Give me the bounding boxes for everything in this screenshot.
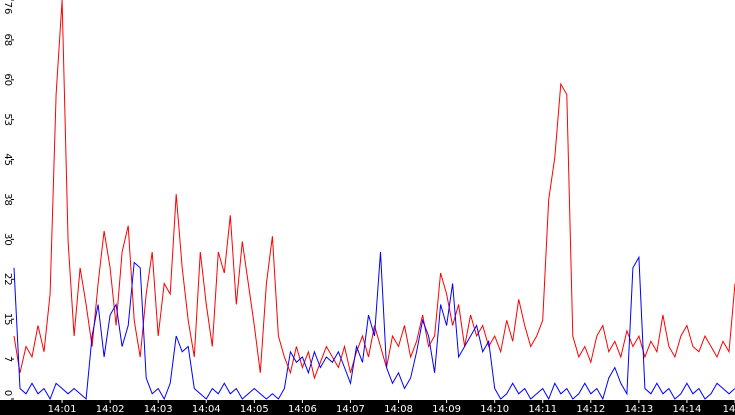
x-tick-label: 14:04 xyxy=(192,404,221,415)
x-axis-bar xyxy=(0,400,735,415)
y-tick-label: 7 xyxy=(2,356,13,362)
x-tick-label: 14:10 xyxy=(480,404,509,415)
x-tick-label: 14:06 xyxy=(288,404,317,415)
x-tick-label: 14:09 xyxy=(432,404,461,415)
x-tick-label: 14:01 xyxy=(48,404,77,415)
x-tick-label: 14:14 xyxy=(673,404,702,415)
y-tick-label: 76 xyxy=(2,2,13,15)
x-tick-label: 14:11 xyxy=(528,404,557,415)
x-tick-label: 14:13 xyxy=(624,404,653,415)
x-tick-label: 14:08 xyxy=(384,404,413,415)
x-tick-label: 14 xyxy=(723,404,735,415)
y-tick-label: 60 xyxy=(2,73,13,86)
x-tick-label: 14:03 xyxy=(144,404,173,415)
series-line xyxy=(13,251,735,401)
x-tick-label: 14:02 xyxy=(96,404,125,415)
x-tick-label: 14:07 xyxy=(336,404,365,415)
y-tick-label: 15 xyxy=(2,313,13,326)
y-tick-label: 30 xyxy=(2,233,13,246)
x-tick-label: 14:12 xyxy=(576,404,605,415)
y-tick-label: 38 xyxy=(2,193,13,206)
y-tick-label: 22 xyxy=(2,273,13,286)
x-tick-label: 14:05 xyxy=(240,404,269,415)
y-tick-label: 0 xyxy=(2,390,13,396)
y-tick-label: 68 xyxy=(2,34,13,47)
y-tick-label: 45 xyxy=(2,153,13,166)
series-line xyxy=(13,0,735,380)
y-tick-label: 53 xyxy=(2,113,13,126)
